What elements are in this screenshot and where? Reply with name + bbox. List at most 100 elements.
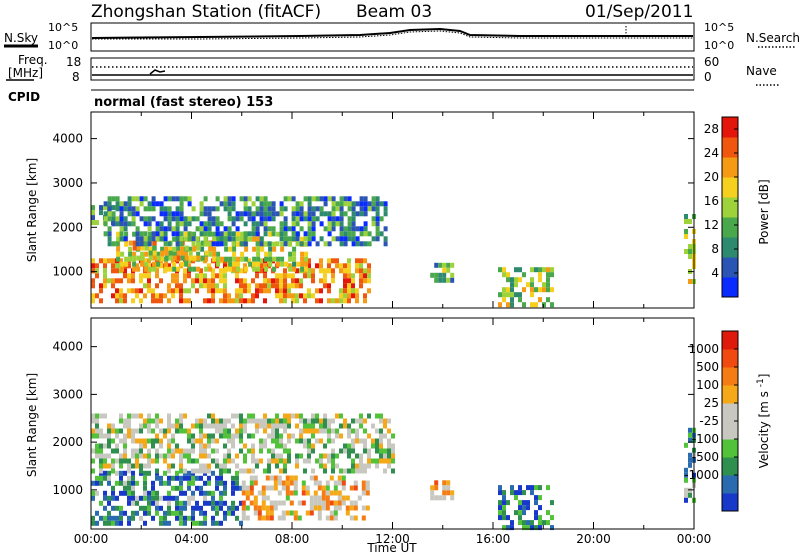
velocity-cell [253, 495, 258, 501]
velocity-cell [179, 490, 183, 496]
velocity-cell [191, 438, 195, 444]
power-cell [192, 245, 197, 251]
power-cell [140, 255, 145, 261]
velocity-cell [91, 515, 95, 521]
velocity-cell [434, 495, 439, 501]
nsky-panel: N.Sky 10^5 10^0 10^5 10^0 N.Search [4, 21, 800, 52]
power-cell [119, 216, 124, 222]
power-cell [199, 201, 204, 207]
power-cell [151, 236, 156, 242]
velocity-ytick-label: 3000 [52, 387, 83, 401]
velocity-colorbar-segment [722, 421, 738, 440]
power-cell [203, 211, 208, 217]
velocity-cell [143, 443, 147, 449]
power-cell [127, 201, 132, 207]
velocity-cell [249, 485, 254, 491]
power-cell [184, 261, 189, 267]
velocity-cell [179, 458, 183, 464]
power-cell [267, 278, 271, 284]
power-cell [339, 268, 343, 274]
power-cell [91, 215, 95, 221]
power-cell [207, 283, 211, 289]
power-cell [152, 261, 157, 267]
velocity-cell [277, 475, 282, 481]
power-cell [115, 288, 119, 294]
velocity-cell [347, 443, 351, 449]
power-cell [355, 211, 360, 217]
power-cell [343, 263, 347, 269]
velocity-cell [171, 475, 175, 481]
power-cell [251, 231, 256, 237]
velocity-cell [283, 468, 287, 474]
velocity-cell [183, 515, 187, 521]
power-cell [688, 254, 692, 259]
velocity-cell [331, 463, 335, 469]
velocity-cell [91, 495, 95, 501]
power-cell [131, 221, 136, 227]
velocity-cell [267, 463, 271, 469]
power-cell [180, 246, 185, 252]
velocity-cell [119, 515, 123, 521]
power-cell [315, 206, 320, 212]
velocity-cell [299, 413, 303, 419]
velocity-cell [103, 443, 107, 449]
power-cell [263, 273, 267, 279]
power-cell [255, 206, 260, 212]
velocity-cell [375, 413, 379, 419]
power-cell [115, 293, 119, 299]
velocity-cell [231, 510, 235, 516]
power-cell [116, 246, 121, 252]
power-cell [119, 211, 124, 217]
velocity-colorbar-tick-label: 25 [704, 396, 719, 410]
power-cell [103, 278, 107, 284]
power-cell [123, 298, 127, 304]
velocity-cell [139, 438, 143, 444]
velocity-cell [159, 438, 163, 444]
power-cell [187, 196, 192, 202]
velocity-cell [239, 423, 243, 429]
velocity-cell [365, 485, 370, 491]
velocity-cell [275, 413, 279, 419]
power-cell [107, 278, 111, 284]
velocity-colorbar-tick-label: 100 [696, 378, 719, 392]
velocity-cell [550, 500, 554, 506]
power-cell [446, 277, 451, 283]
velocity-cell [315, 418, 319, 424]
power-cell [208, 266, 213, 272]
velocity-cell [538, 515, 542, 521]
velocity-cell [195, 438, 199, 444]
velocity-cell [227, 458, 231, 464]
velocity-cell [103, 463, 107, 469]
velocity-cell [231, 423, 235, 429]
power-cell [240, 231, 245, 237]
velocity-cell [211, 423, 215, 429]
power-cell [219, 278, 223, 284]
velocity-cell [187, 438, 191, 444]
velocity-cell [295, 423, 299, 429]
velocity-cell [375, 448, 379, 454]
power-cell [243, 196, 248, 202]
power-cell [307, 273, 311, 279]
velocity-cell [303, 428, 307, 434]
power-cell [339, 241, 344, 247]
velocity-cell [255, 418, 259, 424]
power-cell [179, 221, 184, 227]
velocity-cell [95, 480, 99, 486]
velocity-cell [275, 418, 279, 424]
velocity-cell [684, 497, 688, 503]
velocity-cell [207, 480, 211, 486]
velocity-cell [131, 463, 135, 469]
velocity-cell [267, 418, 271, 424]
velocity-cell [293, 515, 298, 521]
power-cell [143, 231, 148, 237]
velocity-cell [359, 463, 363, 469]
power-cell [327, 216, 332, 222]
velocity-cell [175, 443, 179, 449]
power-cell [351, 288, 355, 294]
power-cell [363, 221, 368, 227]
velocity-cell [383, 468, 387, 474]
power-cell [132, 261, 137, 267]
power-cell [307, 268, 311, 274]
velocity-cell [341, 495, 346, 501]
power-cell [187, 288, 191, 294]
